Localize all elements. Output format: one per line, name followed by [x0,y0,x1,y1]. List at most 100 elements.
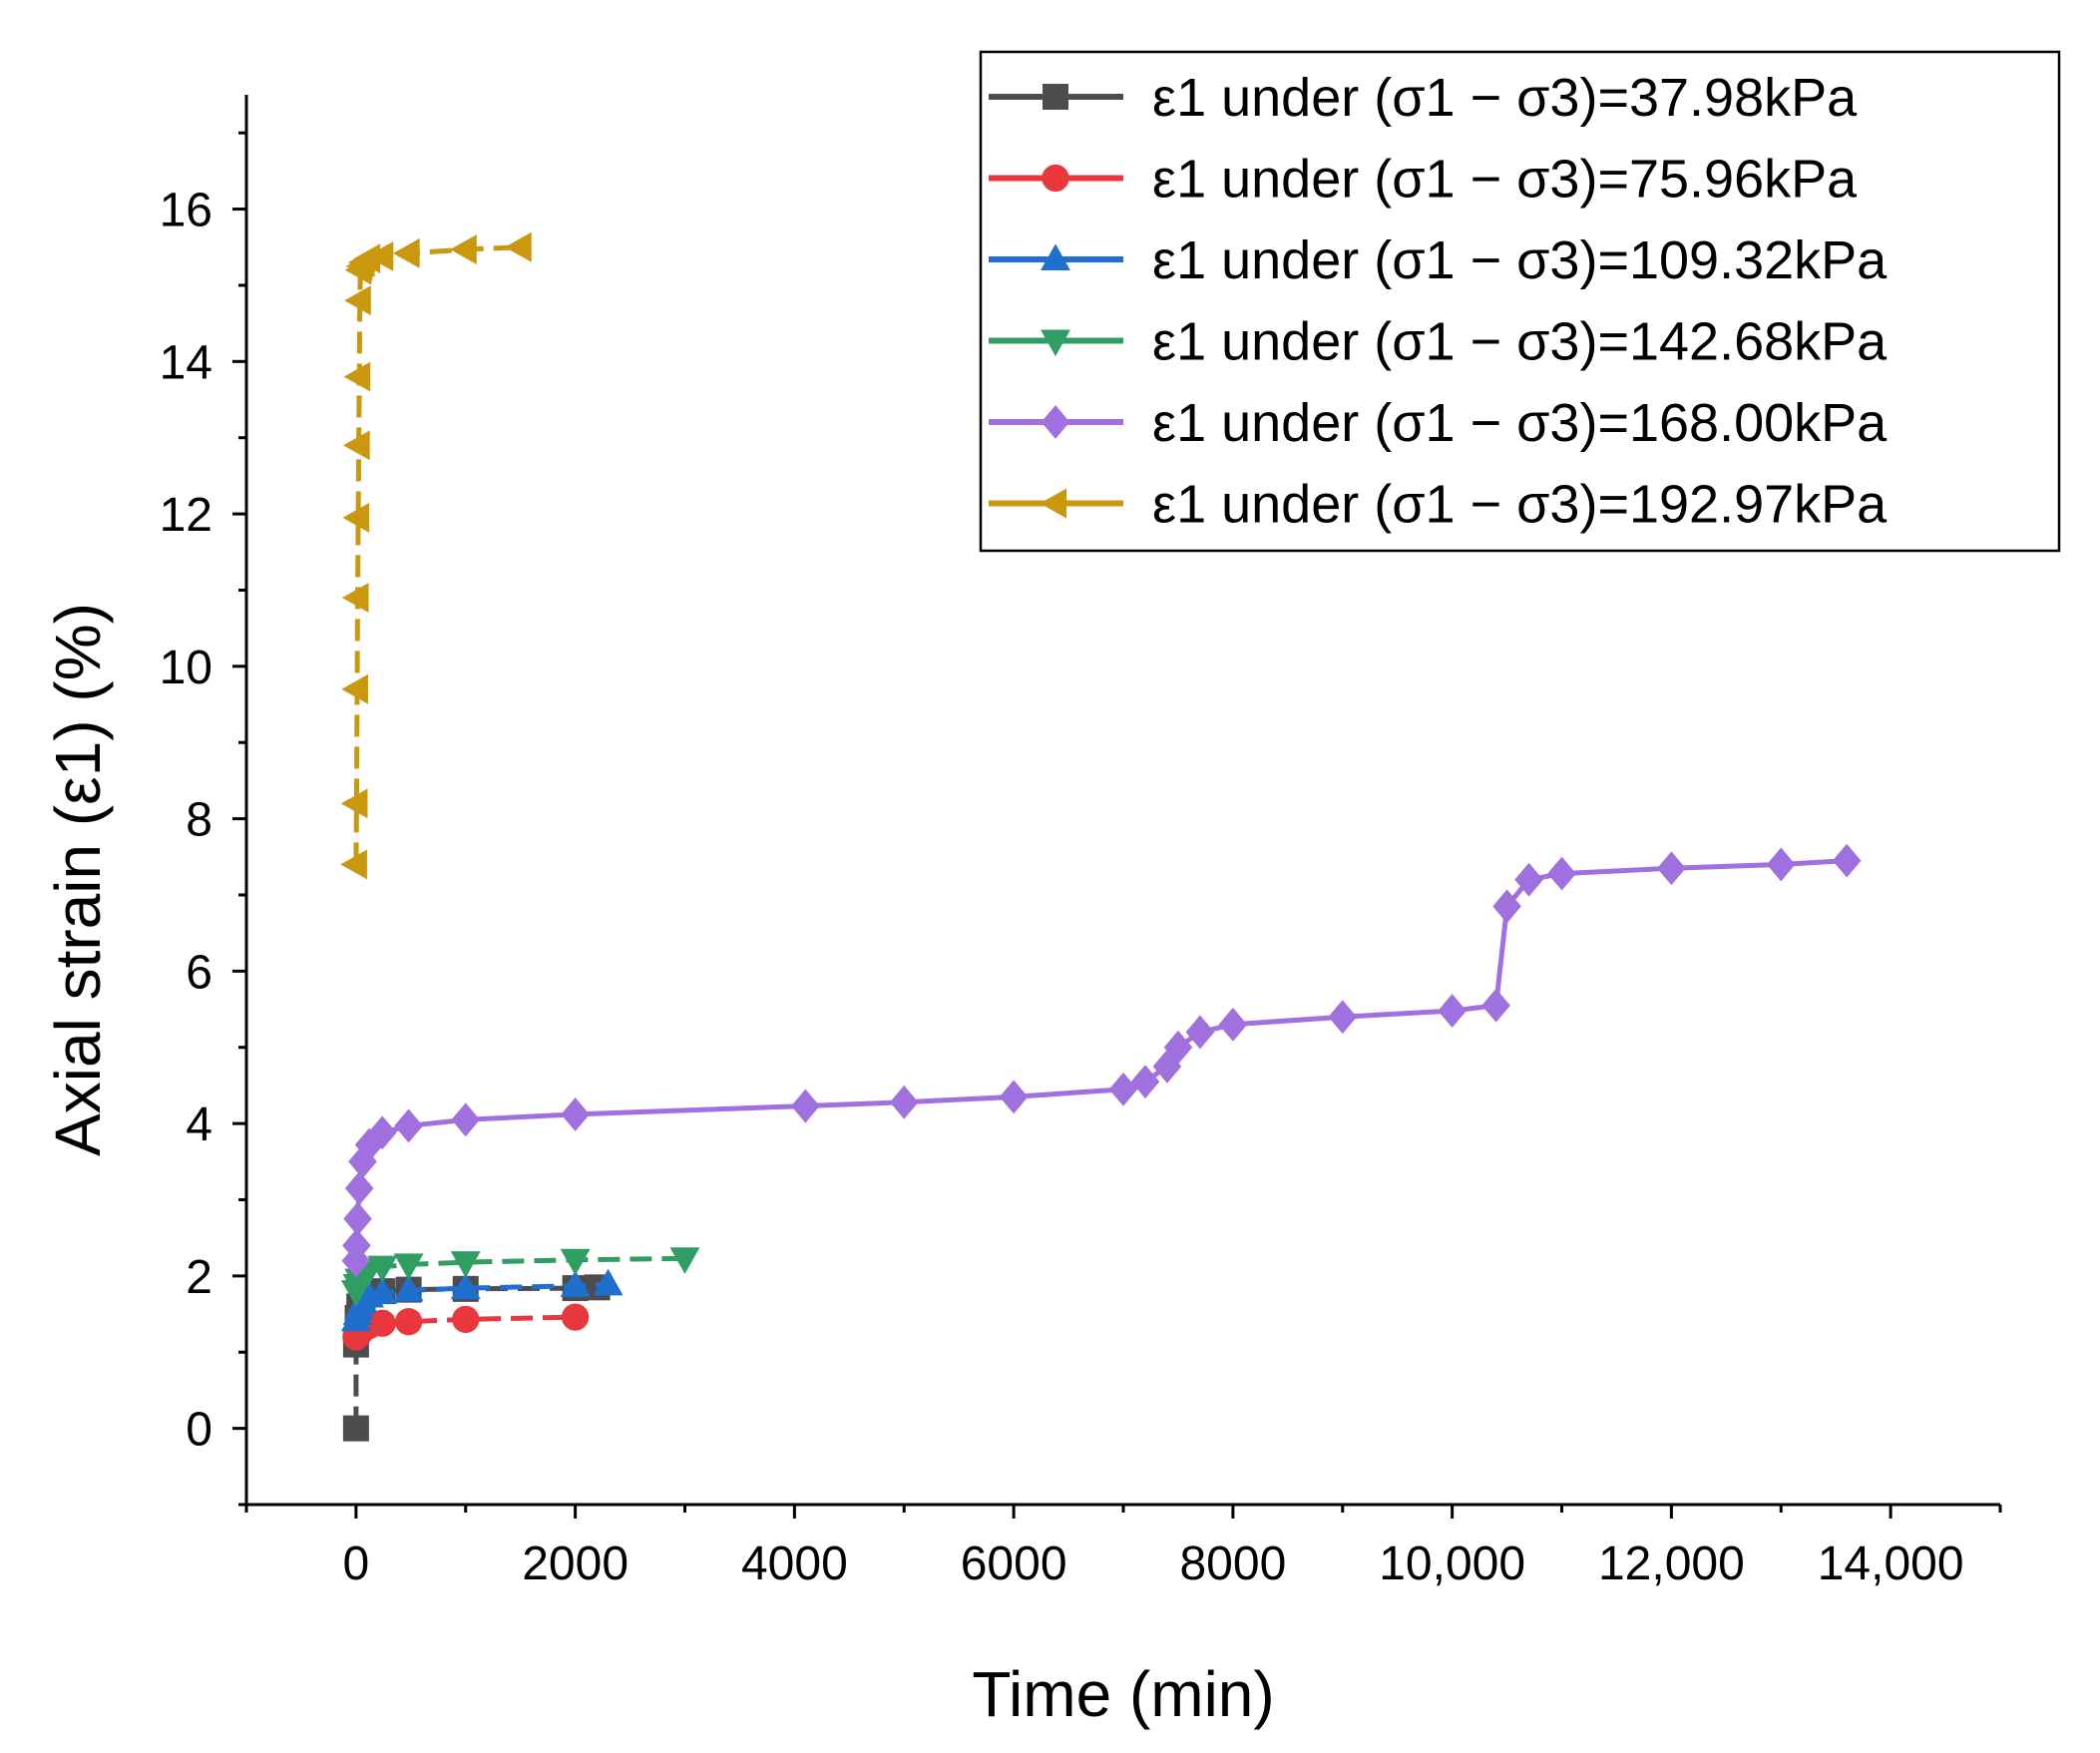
data-point [1185,1015,1215,1050]
data-point [341,583,369,614]
data-point [560,1248,591,1276]
data-point [341,673,369,704]
data-point [1438,994,1467,1028]
data-point [1130,1065,1160,1098]
x-tick-label: 10,000 [1379,1537,1525,1590]
x-tick-label: 2000 [522,1537,629,1590]
data-point [1492,889,1521,924]
legend-swatch-marker [1041,243,1070,271]
data-point [366,240,394,271]
y-tick-label: 16 [160,185,212,237]
legend-entry-6: ε1 under (σ1 − σ3)=192.97kPa [989,475,1888,535]
data-point [367,1115,397,1150]
series-4 [340,1247,700,1307]
series-line [353,1284,598,1429]
y-tick-label: 12 [160,489,212,542]
data-point [343,361,371,392]
legend-swatch-marker [1041,405,1070,439]
data-point [1481,988,1510,1023]
data-point [1163,1030,1193,1065]
x-tick-label: 8000 [1179,1537,1286,1590]
x-axis-title: Time (min) [972,1658,1274,1730]
data-point [342,1415,369,1442]
x-tick-label: 14,000 [1818,1537,1964,1590]
data-point [451,1102,481,1137]
data-point [1108,1072,1138,1106]
data-point [340,788,368,819]
legend-swatch-marker [1042,164,1069,193]
data-point [343,1201,372,1236]
x-tick-label: 4000 [741,1537,848,1590]
data-point [1766,847,1796,882]
legend-swatch-marker [1040,488,1067,519]
x-tick-label: 12,000 [1598,1537,1745,1590]
data-point [394,1308,423,1336]
y-tick-label: 4 [186,1098,212,1151]
data-point [1832,843,1862,878]
legend-entry-4: ε1 under (σ1 − σ3)=142.68kPa [989,312,1888,372]
data-point [452,1305,480,1334]
data-point [999,1080,1029,1114]
data-point [593,1268,624,1296]
data-point [342,1228,371,1263]
data-point [450,234,477,264]
data-point [367,1277,398,1304]
legend-label: ε1 under (σ1 − σ3)=142.68kPa [1152,312,1888,372]
legend-swatch-marker [1041,329,1070,357]
data-point [889,1085,919,1119]
data-point [791,1089,820,1123]
data-point [1152,1049,1182,1084]
data-point [560,1270,591,1297]
data-point [1657,851,1686,886]
data-point [354,1127,384,1162]
data-point [344,1171,374,1205]
data-point [669,1247,700,1274]
data-point [393,1253,424,1281]
y-tick-label: 8 [186,794,212,847]
data-point [450,1251,481,1278]
data-point [343,430,370,461]
series-layer [340,231,1862,1442]
legend-label: ε1 under (σ1 − σ3)=37.98kPa [1152,68,1858,128]
data-point [393,237,420,268]
data-point [1328,1000,1358,1035]
legend-entry-2: ε1 under (σ1 − σ3)=75.96kPa [989,150,1858,210]
legend-label: ε1 under (σ1 − σ3)=109.32kPa [1152,230,1888,290]
data-point [342,502,370,533]
data-point [561,1097,590,1131]
data-point [1218,1007,1248,1042]
legend-label: ε1 under (σ1 − σ3)=192.97kPa [1152,475,1888,535]
series-5 [341,843,1862,1278]
y-tick-label: 10 [160,642,212,694]
data-point [561,1303,590,1331]
series-6 [340,231,532,880]
data-point [344,285,371,316]
data-point [340,849,367,880]
legend-entry-1: ε1 under (σ1 − σ3)=37.98kPa [989,68,1858,128]
y-tick-label: 0 [186,1404,212,1457]
y-axis-title: Axial strain (ε1) (%) [42,603,114,1156]
data-point [368,1309,396,1337]
legend: ε1 under (σ1 − σ3)=37.98kPa ε1 under (σ1 … [979,50,2061,553]
data-point [505,231,532,262]
axes: 0 2 4 6 8 10 12 14 16 0 2000 4000 6000 8000 10,000 12,0… [160,95,2002,1590]
x-tick-label: 6000 [961,1537,1067,1590]
series-3 [340,1268,624,1332]
legend-entry-5: ε1 under (σ1 − σ3)=168.00kPa [989,393,1888,453]
data-point [367,1255,398,1283]
series-line [353,858,1848,1261]
data-point [450,1272,481,1300]
legend-swatch-marker [1043,84,1068,110]
y-tick-label: 2 [186,1251,212,1304]
data-point [393,1274,424,1302]
series-2 [342,1303,590,1351]
y-tick-label: 6 [186,946,212,999]
data-point [1547,856,1576,891]
data-point [353,243,381,274]
x-tick-label: 0 [343,1537,370,1590]
data-point [1514,862,1543,897]
legend-label: ε1 under (σ1 − σ3)=168.00kPa [1152,393,1888,453]
data-point [394,1108,423,1143]
series-line [353,244,521,865]
